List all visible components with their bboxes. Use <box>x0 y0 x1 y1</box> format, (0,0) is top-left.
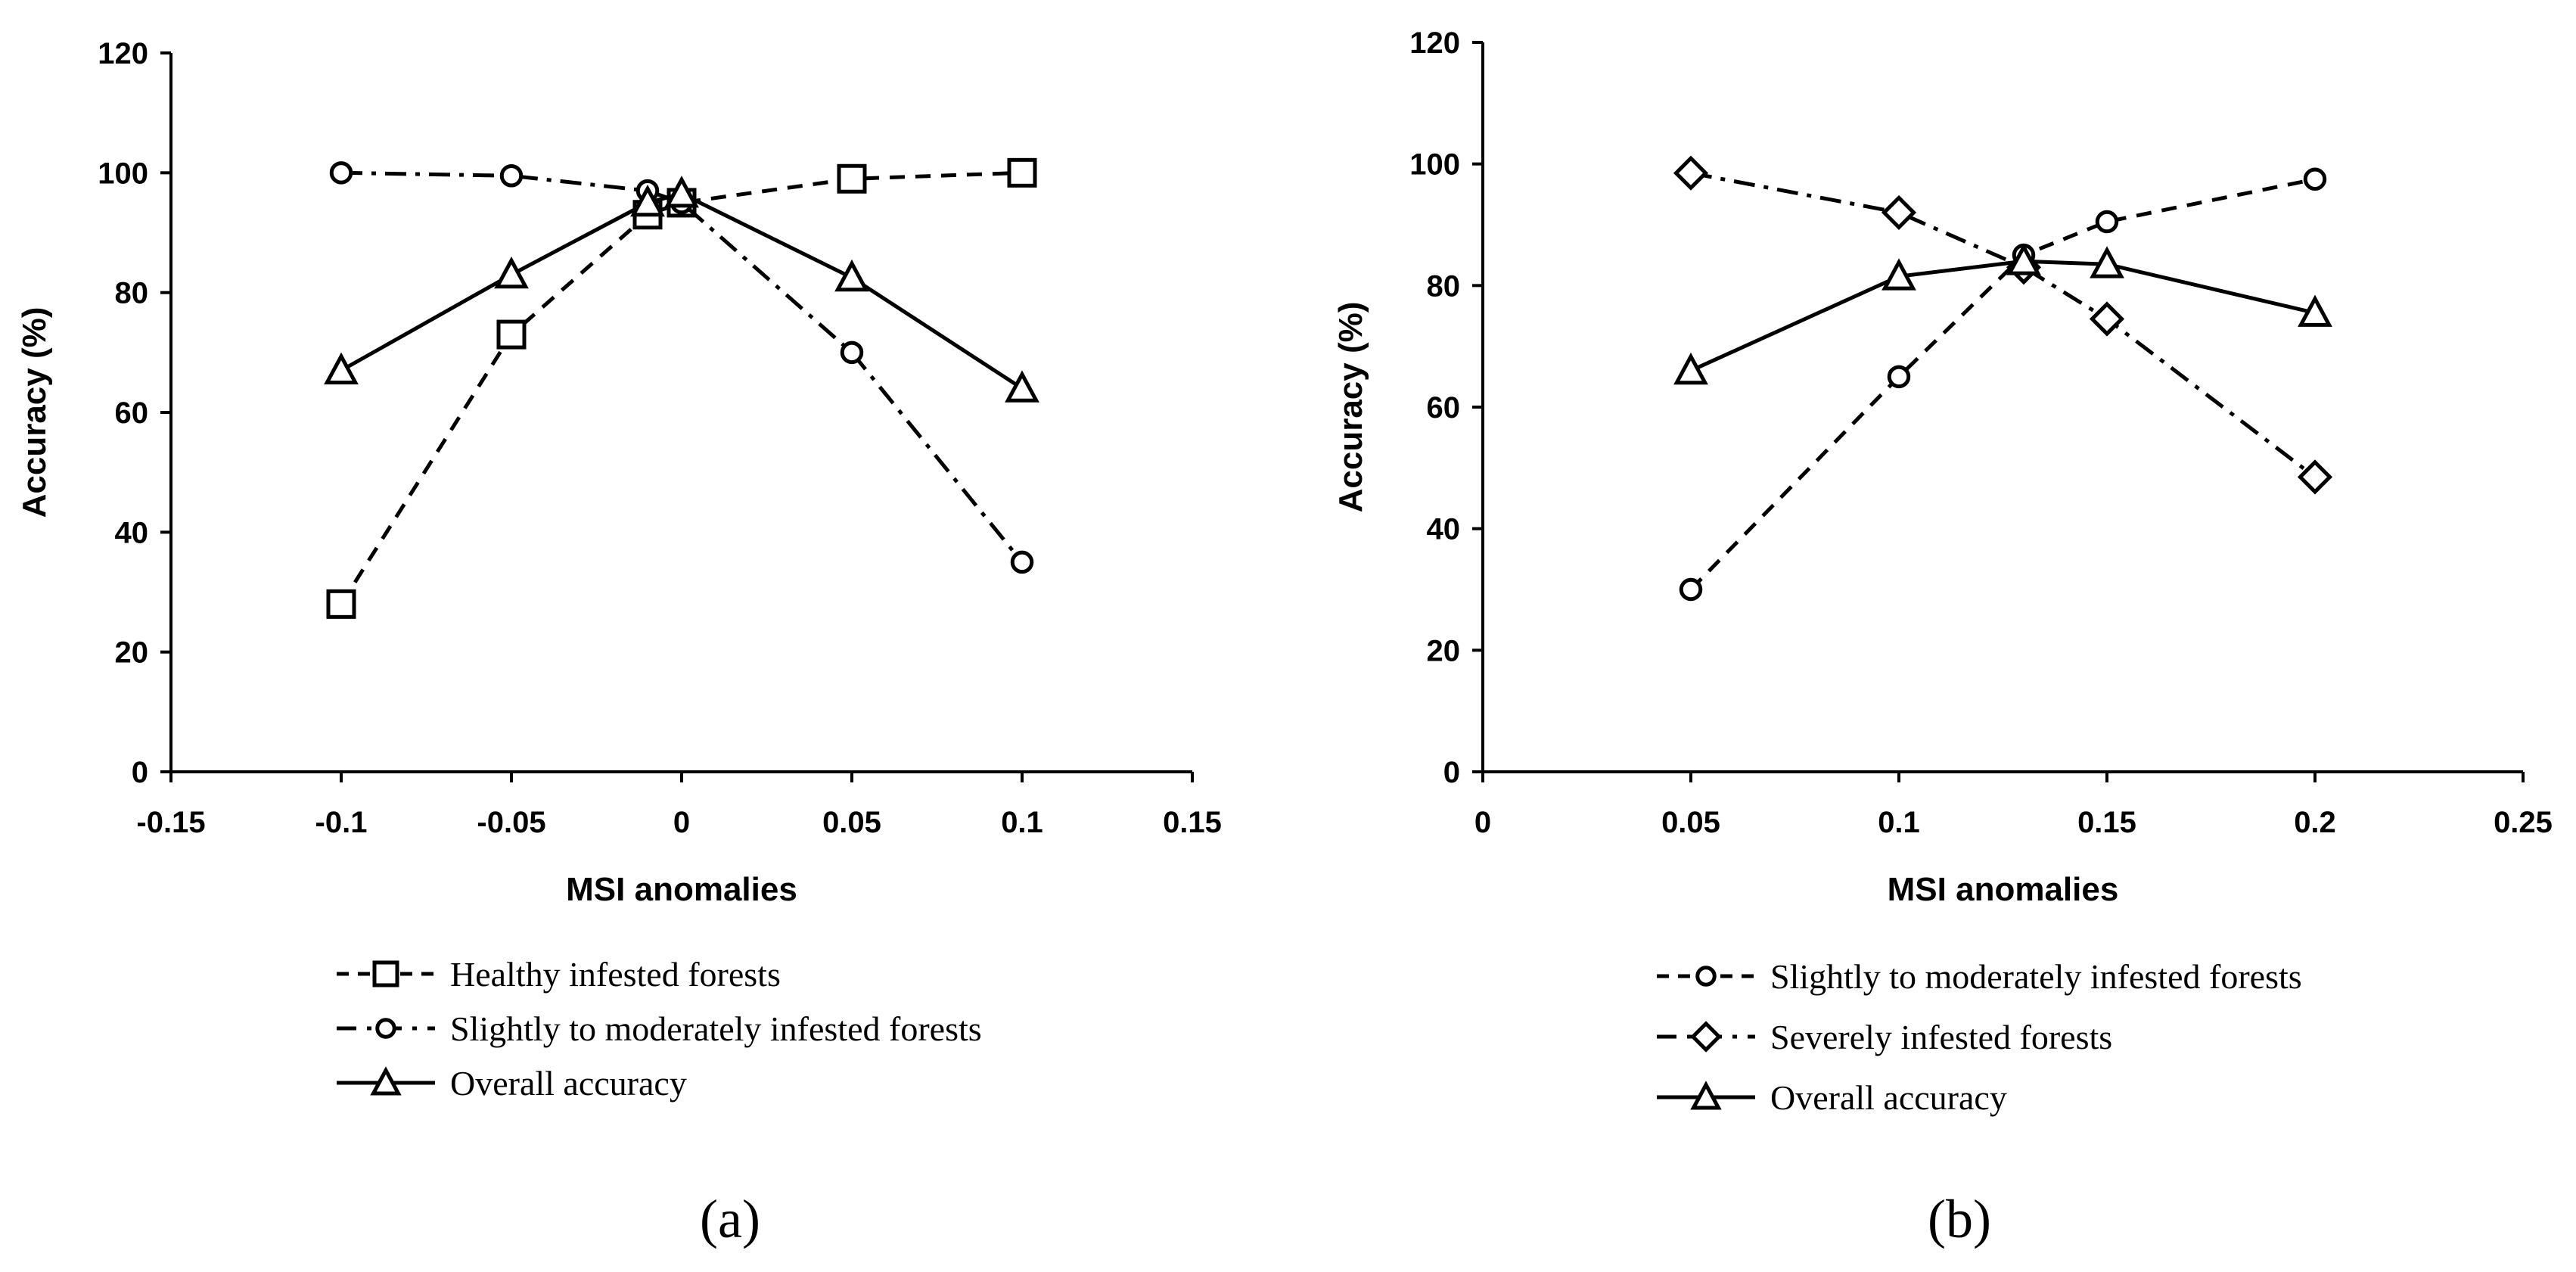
chart-b: 0 20 40 60 80 100 120 0 0.05 0.1 0.15 0.2 0.25 MSI an… <box>1332 26 2553 1249</box>
legend: Slightly to moderately infested forests S… <box>1657 957 2302 1117</box>
x-axis-title: MSI anomalies <box>1888 871 2119 908</box>
series-line <box>1689 177 2316 591</box>
y-tick-label: 80 <box>1427 269 1461 303</box>
data-point <box>1887 365 1911 389</box>
y-axis-title: Accuracy (%) <box>16 307 53 518</box>
series-3 <box>324 176 1039 403</box>
x-tick-label: 0.15 <box>2077 806 2136 839</box>
data-point <box>1673 352 1708 385</box>
x-tick-label: -0.15 <box>136 806 205 839</box>
data-point <box>837 163 867 194</box>
x-tick-label: 0.1 <box>1001 806 1043 839</box>
series-1 <box>326 157 1037 619</box>
data-point <box>494 256 529 289</box>
y-tick-label: 120 <box>1409 26 1460 60</box>
x-tick-label: 0.1 <box>1878 806 1920 839</box>
data-point <box>630 184 665 217</box>
x-tick-label: 0.2 <box>2294 806 2336 839</box>
x-tick-label: 0.15 <box>1163 806 1222 839</box>
y-tick-label: 120 <box>98 37 148 70</box>
legend-label: Slightly to moderately infested forests <box>450 1009 982 1048</box>
x-tick-label: -0.05 <box>477 806 545 839</box>
data-point <box>496 319 527 350</box>
series-2 <box>329 161 1034 574</box>
panel-label: (a) <box>700 1189 760 1249</box>
data-point <box>664 176 699 208</box>
legend-marker <box>375 1018 396 1039</box>
legend-marker <box>372 960 399 987</box>
series-line <box>1690 171 2317 479</box>
data-point <box>499 164 524 188</box>
legend-marker <box>370 1066 402 1096</box>
legend-item: Slightly to moderately infested forests <box>1657 957 2302 996</box>
data-point <box>834 259 869 292</box>
data-point <box>2089 301 2125 337</box>
legend: Healthy infested forests Slightly to mode… <box>337 955 982 1103</box>
y-axis-title: Accuracy (%) <box>1332 302 1369 513</box>
chart-a: 0 20 40 60 80 100 120 -0.15 -0.1 -0.05 0 0.05 0.1 0.1… <box>16 37 1222 1249</box>
data-point <box>1679 577 1703 602</box>
series-1 <box>1679 167 2327 602</box>
legend-label: Overall accuracy <box>1770 1078 2007 1117</box>
legend-label: Healthy infested forests <box>450 955 781 994</box>
data-point <box>1881 194 1917 231</box>
data-point <box>2095 210 2119 234</box>
x-tick-label: 0 <box>673 806 690 839</box>
data-point <box>326 589 356 619</box>
data-point <box>1882 258 1916 291</box>
data-point <box>329 161 353 185</box>
legend-item: Slightly to moderately infested forests <box>337 1009 982 1048</box>
y-tick-label: 20 <box>1427 634 1461 667</box>
y-tick-label: 100 <box>1409 148 1460 182</box>
legend-marker <box>1690 1081 1722 1110</box>
y-tick-label: 40 <box>1427 513 1461 546</box>
data-point <box>324 352 359 384</box>
legend-item: Overall accuracy <box>1657 1078 2007 1117</box>
data-point <box>1007 157 1037 188</box>
legend-label: Overall accuracy <box>450 1064 687 1103</box>
y-tick-label: 60 <box>115 397 149 430</box>
data-point <box>840 341 864 365</box>
y-tick-label: 40 <box>115 516 149 549</box>
legend-marker <box>1690 1021 1722 1053</box>
data-point <box>1005 370 1039 403</box>
legend-marker <box>1695 966 1717 987</box>
y-tick-label: 0 <box>1443 756 1460 789</box>
legend-label: Severely infested forests <box>1770 1018 2112 1056</box>
x-tick-label: 0.05 <box>822 806 881 839</box>
y-tick-label: 0 <box>132 756 148 789</box>
panel-label: (b) <box>1928 1189 1991 1249</box>
legend-item: Overall accuracy <box>337 1064 687 1103</box>
x-tick-label: 0 <box>1474 806 1491 839</box>
y-tick-label: 80 <box>115 277 149 310</box>
series-2 <box>1673 155 2333 495</box>
data-point <box>2090 246 2124 278</box>
data-point <box>2006 243 2041 275</box>
x-tick-label: 0.05 <box>1661 806 1720 839</box>
x-tick-label: 0.25 <box>2494 806 2553 839</box>
x-axis-title: MSI anomalies <box>566 871 797 908</box>
legend-item: Healthy infested forests <box>337 955 781 994</box>
data-point <box>1673 155 1709 191</box>
x-tick-label: -0.1 <box>315 806 368 839</box>
data-point <box>2303 167 2327 191</box>
y-tick-label: 60 <box>1427 391 1461 425</box>
y-tick-label: 20 <box>115 636 149 670</box>
series-line <box>340 191 1024 390</box>
series-line <box>340 170 1024 564</box>
legend-item: Severely infested forests <box>1657 1018 2112 1056</box>
legend-label: Slightly to moderately infested forests <box>1770 957 2302 996</box>
data-point <box>2297 459 2333 495</box>
data-point <box>1010 550 1034 574</box>
y-tick-label: 100 <box>98 157 148 190</box>
data-point <box>2298 294 2332 327</box>
series-line <box>339 170 1023 605</box>
series-3 <box>1673 243 2332 385</box>
